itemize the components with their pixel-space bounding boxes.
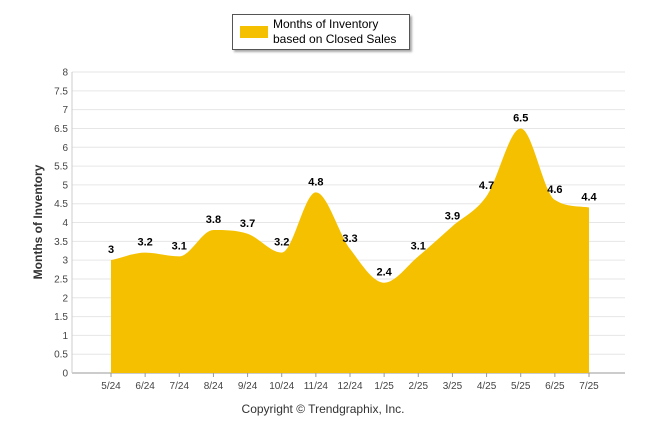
data-label: 3.7	[240, 218, 255, 230]
data-label: 2.4	[376, 267, 392, 279]
data-label: 3.9	[445, 210, 460, 222]
data-label: 4.4	[581, 191, 597, 203]
data-label: 4.6	[547, 184, 562, 196]
data-label: 3.3	[342, 233, 357, 245]
x-tick-label: 3/25	[443, 381, 463, 392]
data-label: 3	[108, 244, 114, 256]
y-tick-label: 2	[62, 293, 68, 304]
series-area	[111, 128, 589, 373]
x-tick-label: 6/24	[135, 381, 155, 392]
data-label: 3.2	[274, 237, 289, 249]
y-tick-label: 5	[62, 180, 68, 191]
data-label: 3.1	[411, 240, 426, 252]
data-label: 4.7	[479, 180, 494, 192]
y-tick-label: 1	[62, 331, 68, 342]
x-tick-label: 8/24	[204, 381, 224, 392]
y-axis-ticks: 0 0.5 1 1.5 2 2.5 3 3.5 4 4.5 5 5.5 6 6.5 7 7.5 8	[54, 68, 68, 380]
data-label: 3.1	[172, 240, 187, 252]
x-tick-label: 2/25	[409, 381, 429, 392]
data-label: 6.5	[513, 112, 528, 124]
y-tick-label: 2.5	[54, 274, 68, 285]
legend-swatch	[240, 26, 268, 38]
x-tick-label: 5/25	[511, 381, 531, 392]
x-tick-label: 7/24	[170, 381, 190, 392]
y-tick-label: 7	[62, 105, 68, 116]
y-axis-label: Months of Inventory	[31, 164, 45, 280]
y-tick-label: 5.5	[54, 162, 68, 173]
y-tick-label: 1.5	[54, 312, 68, 323]
y-tick-label: 4	[62, 218, 68, 229]
x-tick-label: 7/25	[579, 381, 599, 392]
x-tick-label: 10/24	[269, 381, 294, 392]
legend-label: Months of Inventory based on Closed Sale…	[273, 17, 397, 46]
legend: Months of Inventory based on Closed Sale…	[232, 14, 410, 50]
x-tick-label: 12/24	[337, 381, 362, 392]
x-tick-label: 4/25	[477, 381, 497, 392]
data-labels: 3 3.2 3.1 3.8 3.7 3.2 4.8 3.3 2.4 3.1 3.9 4.7 6.5 4.6…	[108, 112, 598, 278]
y-tick-label: 6.5	[54, 124, 68, 135]
data-label: 4.8	[308, 176, 323, 188]
y-tick-label: 7.5	[54, 86, 68, 97]
y-tick-label: 4.5	[54, 199, 68, 210]
x-axis-ticks: 5/24 6/24 7/24 8/24 9/24 10/24 11/24 12/24 1/25 2…	[101, 373, 599, 392]
y-tick-label: 8	[62, 68, 68, 79]
y-tick-label: 0	[62, 369, 68, 380]
x-tick-label: 5/24	[101, 381, 121, 392]
x-tick-label: 1/25	[374, 381, 394, 392]
y-tick-label: 0.5	[54, 350, 68, 361]
y-tick-label: 6	[62, 143, 68, 154]
data-label: 3.8	[206, 214, 221, 226]
x-tick-label: 6/25	[545, 381, 565, 392]
y-tick-label: 3	[62, 256, 68, 267]
y-tick-label: 3.5	[54, 237, 68, 248]
x-tick-label: 9/24	[238, 381, 258, 392]
copyright-text: Copyright © Trendgraphix, Inc.	[241, 402, 405, 416]
x-tick-label: 11/24	[304, 381, 329, 392]
data-label: 3.2	[137, 237, 152, 249]
